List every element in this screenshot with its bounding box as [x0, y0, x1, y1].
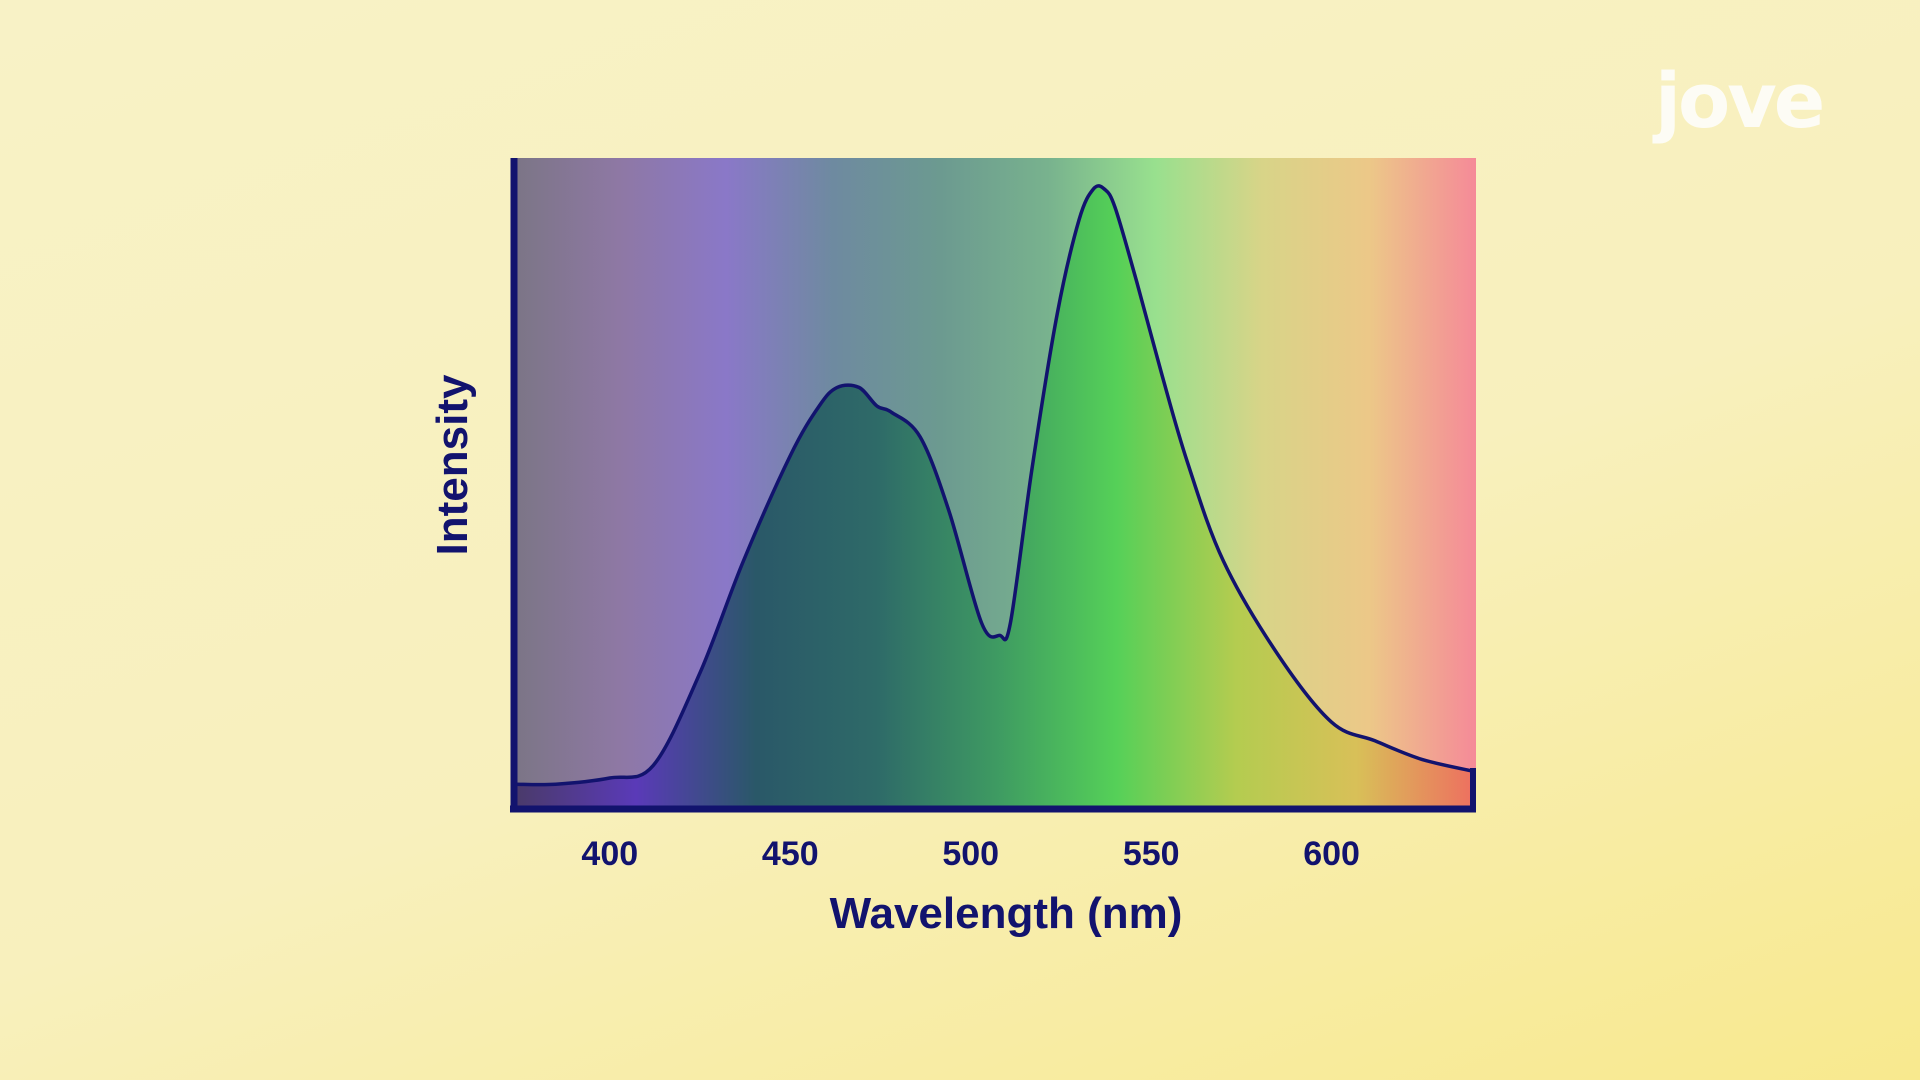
x-tick-label: 550 — [1123, 835, 1180, 873]
intensity-curve — [515, 184, 1476, 787]
curve-area-fill — [516, 185, 1476, 809]
x-tick-label: 600 — [1303, 835, 1360, 873]
x-tick-label: 400 — [581, 835, 638, 873]
x-axis-label: Wavelength (nm) — [830, 889, 1183, 938]
x-tick-label: 500 — [942, 835, 999, 873]
jove-logo: jove — [1655, 56, 1825, 145]
y-axis-label: Intensity — [428, 374, 477, 555]
x-tick-labels: 400 450 500 550 600 — [581, 835, 1360, 873]
x-tick-label: 450 — [762, 835, 819, 873]
